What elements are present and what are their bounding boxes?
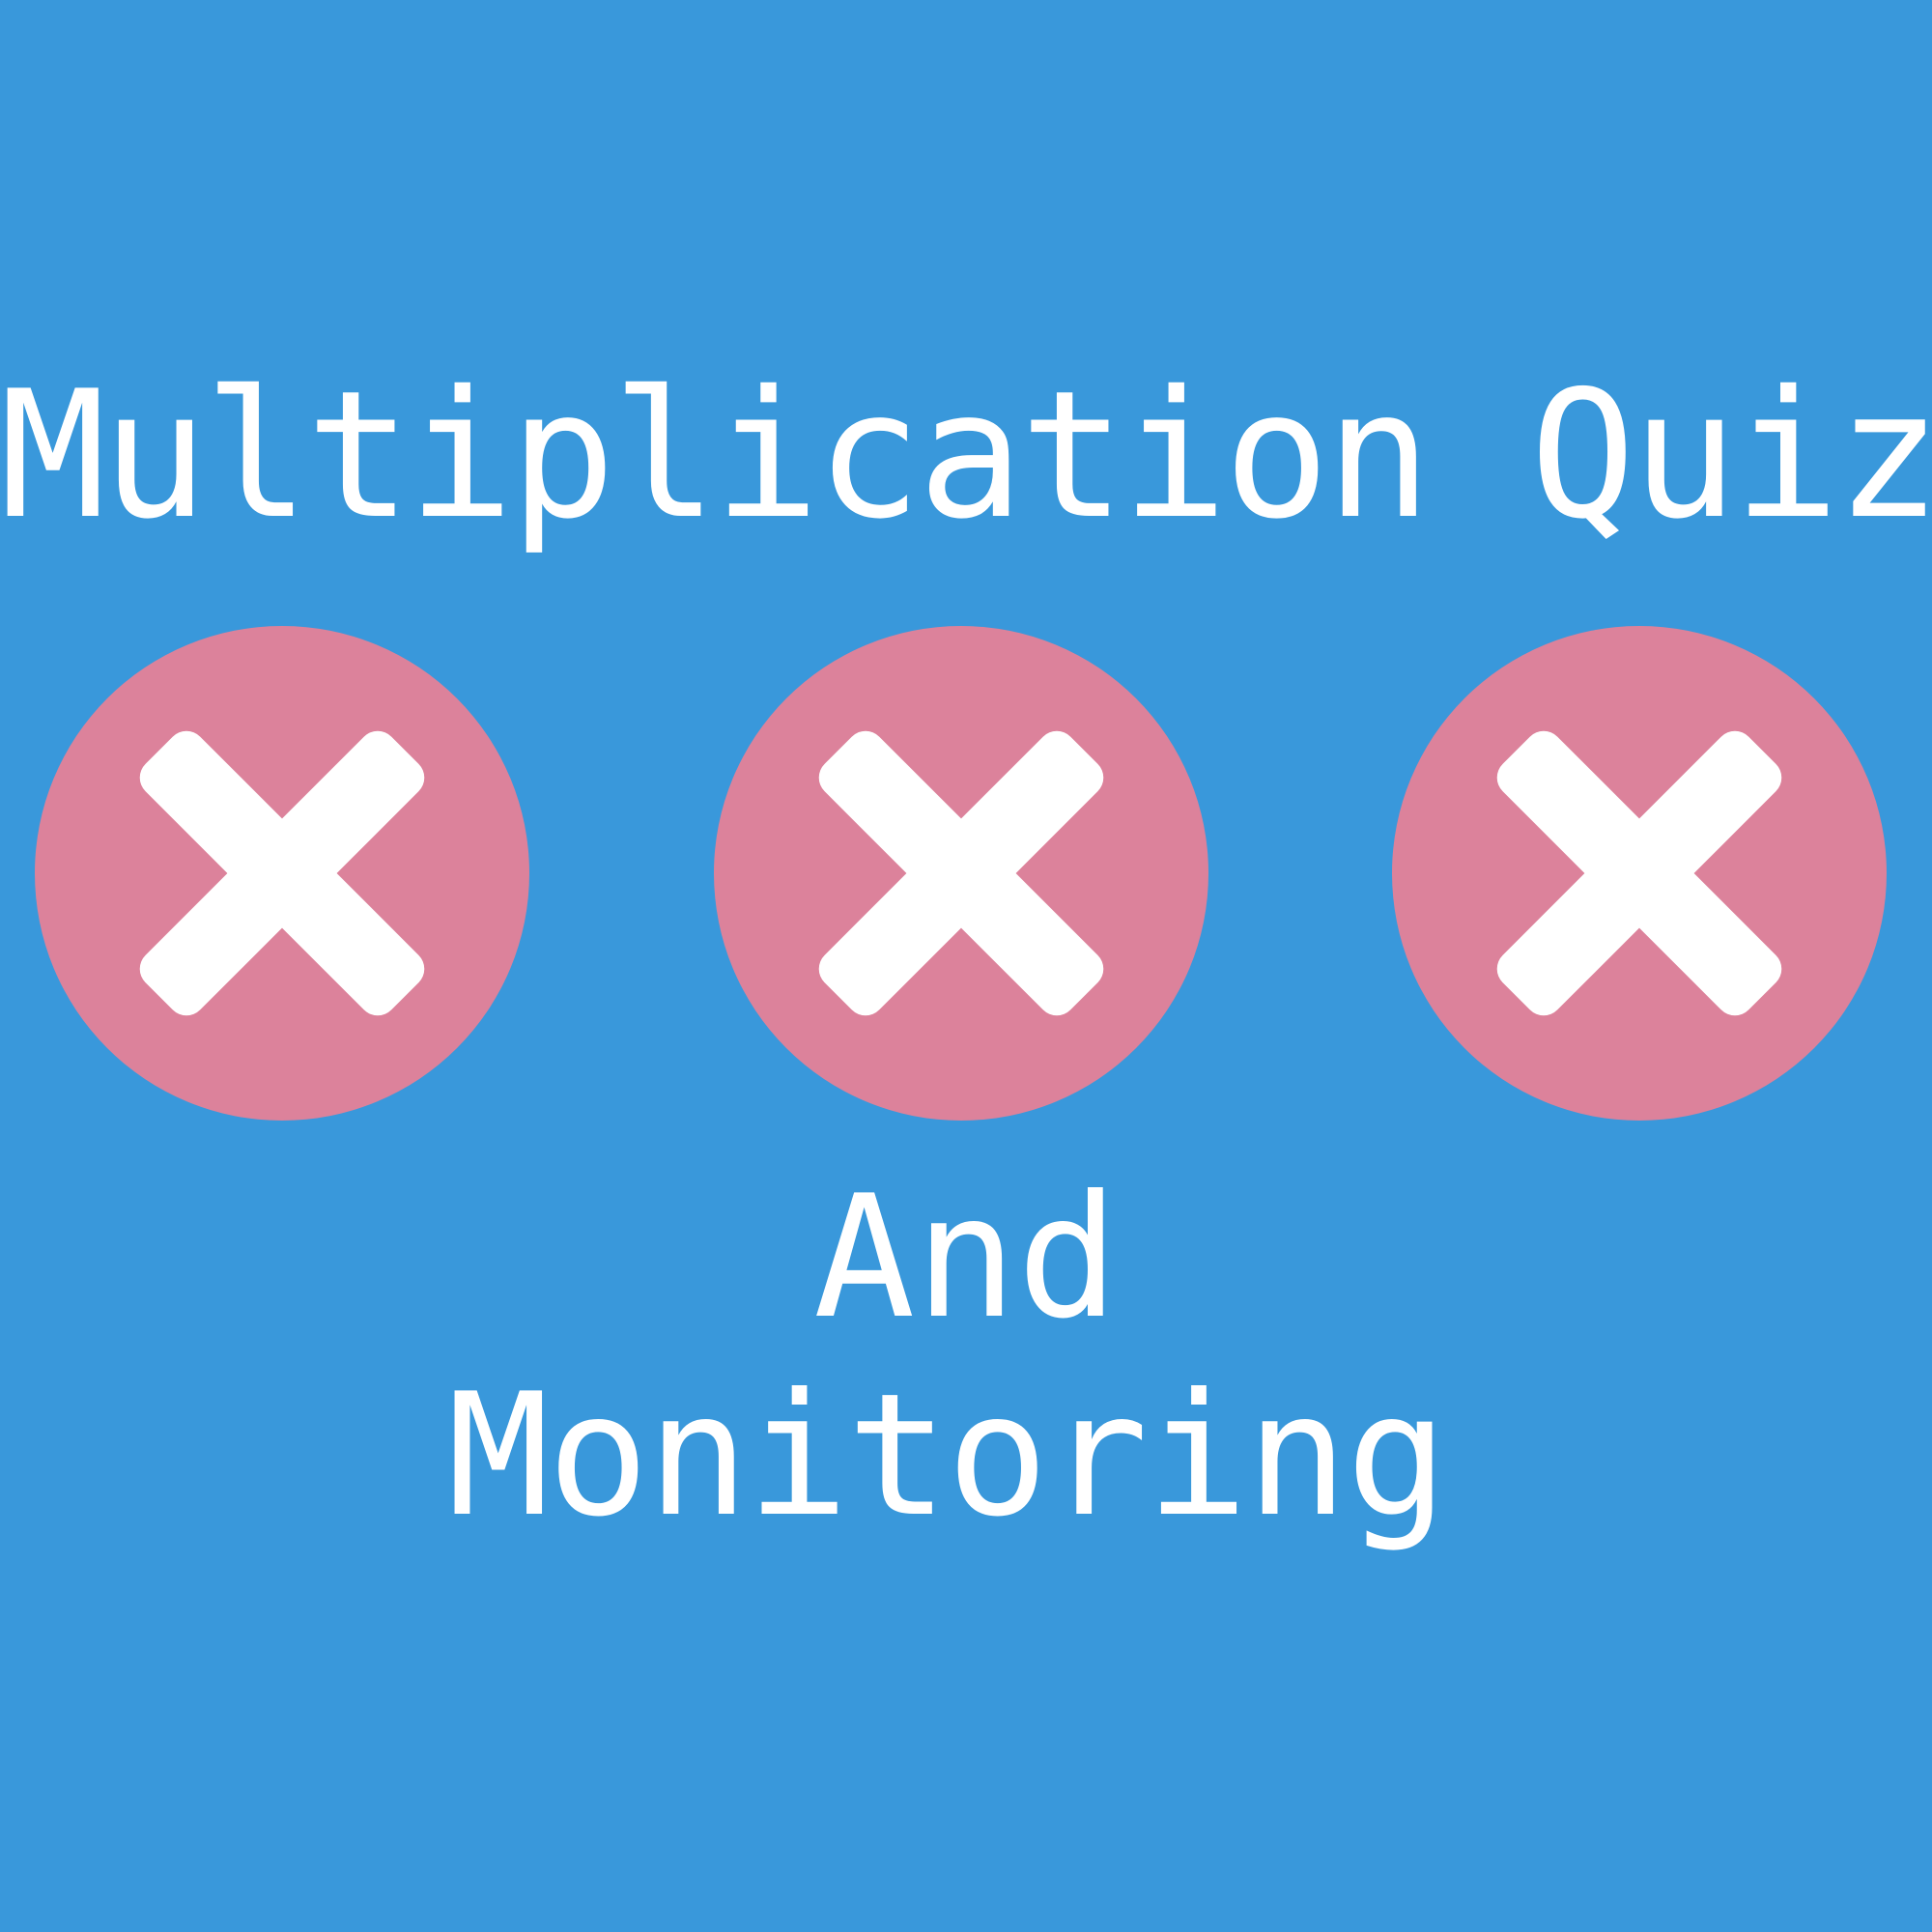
subtitle-line-1: And: [0, 1174, 1932, 1343]
poster-title: Multiplication Quizzes: [0, 353, 1932, 557]
multiply-icon: [714, 626, 1208, 1121]
multiply-icon: [1392, 626, 1887, 1121]
subtitle-and: And: [812, 1160, 1120, 1356]
multiply-icon: [35, 626, 529, 1121]
cross-shape: [818, 730, 1104, 1016]
subtitle-line-2: Monitoring: [0, 1372, 1932, 1541]
cross-shape: [139, 730, 425, 1016]
cross-shape: [1496, 730, 1782, 1016]
subtitle-monitoring: Monitoring: [447, 1358, 1448, 1554]
